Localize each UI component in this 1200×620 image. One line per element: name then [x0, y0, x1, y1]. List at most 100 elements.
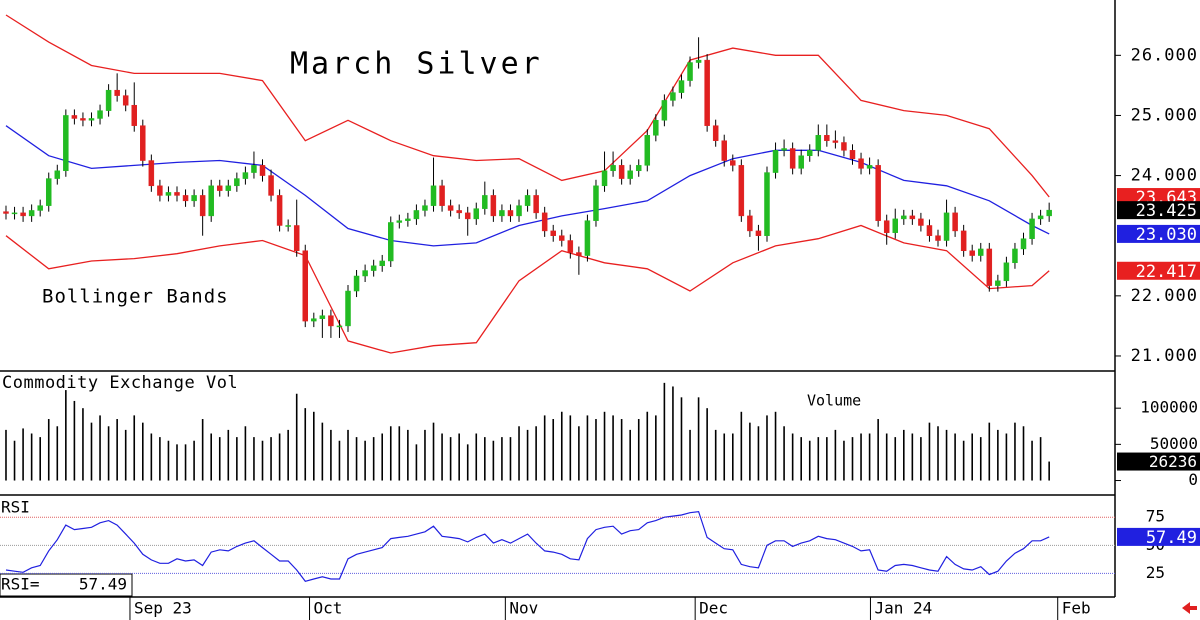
candle-body [1020, 238, 1027, 250]
candle-body [832, 140, 839, 143]
candle-body [54, 170, 61, 179]
y-tick-label: 21.000 [1131, 346, 1198, 366]
candle-body [362, 270, 368, 277]
candle-body [661, 100, 668, 121]
candle-body [858, 158, 864, 169]
panel-title: Commodity Exchange Vol [2, 373, 238, 393]
candle-body [191, 195, 197, 202]
candle-body [473, 208, 480, 220]
value-badge [1117, 527, 1200, 546]
candle-body [695, 59, 702, 63]
candle-body [439, 185, 445, 206]
annotation: Bollinger Bands [42, 286, 229, 308]
candle-body [687, 62, 693, 81]
candle-body [550, 230, 556, 236]
candle-body [80, 118, 86, 121]
candle-body [88, 118, 95, 121]
candle-body [11, 212, 18, 215]
bollinger-band [5, 224, 1050, 354]
candle-body [405, 218, 411, 221]
candle-body [122, 95, 129, 106]
candle-body [806, 150, 813, 156]
value-badge [1117, 261, 1200, 280]
y-tick-label: 100000 [1140, 398, 1198, 417]
candle-body [721, 140, 727, 161]
candle-body [379, 260, 385, 267]
annotation: Volume [807, 392, 861, 410]
candle-body [576, 252, 582, 256]
candle-body [883, 220, 890, 233]
chart-title: March Silver [290, 47, 543, 82]
candle-body [824, 135, 830, 141]
candle-body [174, 192, 180, 196]
candle-body [875, 165, 881, 221]
candle-body [909, 215, 916, 220]
candle-body [1029, 218, 1035, 239]
candle-body [593, 185, 599, 221]
candle-body [978, 248, 984, 256]
candle-body [490, 195, 497, 217]
candle-body [892, 218, 898, 233]
candle-body [105, 89, 112, 111]
bollinger-band [5, 14, 1050, 198]
candle-body [841, 142, 847, 151]
candle-body [567, 240, 574, 253]
candle-body [747, 215, 753, 232]
candle-body [960, 230, 967, 251]
candle-body [217, 185, 223, 191]
candle-body [182, 195, 189, 202]
candle-body [165, 192, 172, 196]
candle-body [926, 225, 933, 236]
candle-body [1012, 248, 1018, 264]
y-tick-label: 50000 [1150, 434, 1198, 453]
candle-body [815, 135, 822, 151]
candle-body [45, 178, 52, 206]
candle-body [140, 125, 146, 161]
value-badge-label: 23.030 [1136, 225, 1197, 245]
value-badge-label: 22.417 [1136, 262, 1197, 282]
candle-body [336, 325, 343, 328]
candle-body [208, 185, 214, 217]
value-badge-label: 26236 [1149, 452, 1197, 471]
candle-body [28, 210, 35, 217]
readout-value: 57.49 [79, 575, 127, 594]
candle-body [635, 165, 642, 172]
candle-body [781, 148, 787, 151]
candle-body [234, 178, 240, 187]
candle-body [653, 120, 659, 136]
candle-body [396, 220, 403, 223]
arrow-icon [1182, 602, 1197, 614]
candle-body [388, 222, 394, 262]
candle-body [63, 115, 69, 172]
candle-body [422, 205, 428, 211]
candle-body [935, 235, 941, 241]
candle-body [584, 220, 591, 256]
candle-body [712, 125, 719, 141]
candle-body [447, 205, 454, 211]
candle-body [1037, 215, 1044, 220]
candle-body [20, 212, 26, 217]
candle-body [995, 280, 1001, 286]
candle-body [345, 290, 351, 327]
candle-body [199, 195, 206, 217]
candle-body [97, 110, 103, 119]
x-tick-label: Feb [1062, 599, 1091, 618]
candle-body [131, 104, 137, 126]
candle-body [302, 250, 309, 322]
candle-body [610, 165, 616, 172]
rsi-line [5, 510, 1050, 582]
candle-body [251, 165, 257, 173]
candle-body [499, 210, 505, 217]
candle-body [311, 318, 317, 322]
candle-body [268, 175, 274, 196]
candle-body [849, 150, 856, 159]
y-tick-label: 22.000 [1131, 286, 1198, 306]
candle-body [3, 211, 9, 214]
candle-body [464, 212, 471, 220]
candle-body [559, 235, 565, 241]
candle-body [148, 160, 155, 187]
candle-body [866, 165, 873, 169]
candle-body [1003, 262, 1010, 282]
